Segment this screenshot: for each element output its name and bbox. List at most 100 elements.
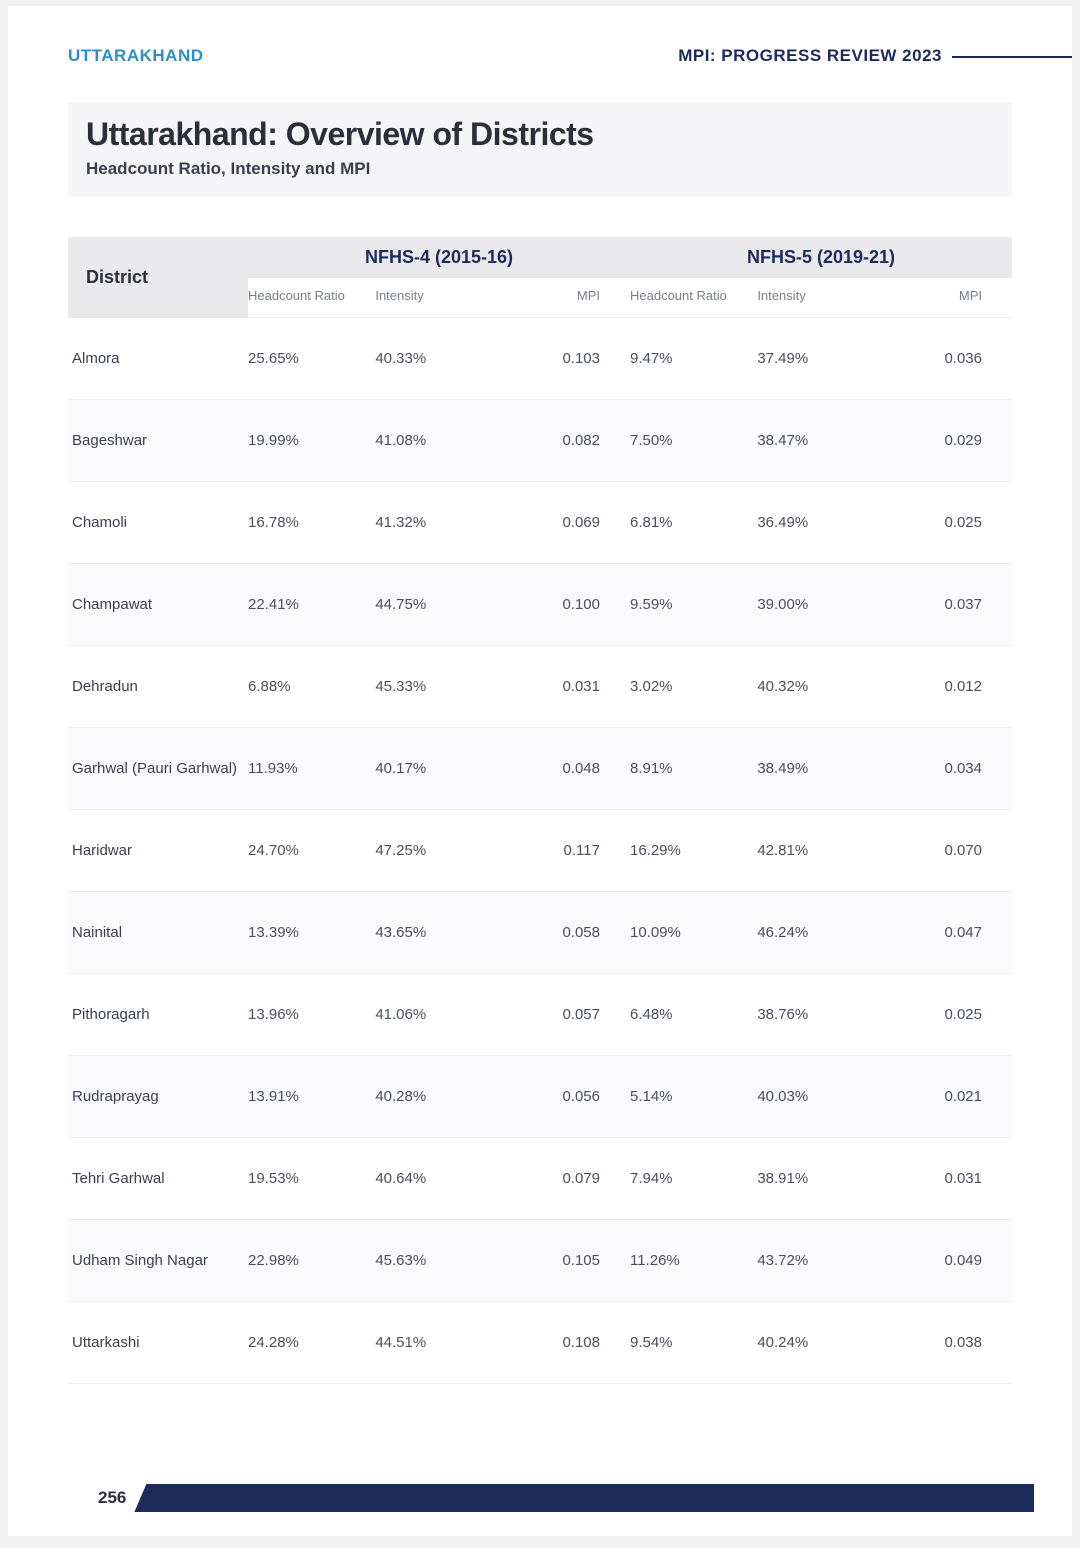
- table-row: Garhwal (Pauri Garhwal)11.93%40.17%0.048…: [68, 728, 1012, 810]
- cell-value: 42.81%: [757, 810, 884, 892]
- district-name: Pithoragarh: [68, 974, 248, 1056]
- district-name: Tehri Garhwal: [68, 1138, 248, 1220]
- cell-value: 13.91%: [248, 1056, 375, 1138]
- cell-value: 0.057: [503, 974, 630, 1056]
- cell-value: 24.28%: [248, 1302, 375, 1384]
- cell-value: 13.39%: [248, 892, 375, 974]
- cell-value: 43.72%: [757, 1220, 884, 1302]
- cell-value: 22.98%: [248, 1220, 375, 1302]
- cell-value: 25.65%: [248, 318, 375, 400]
- cell-value: 11.93%: [248, 728, 375, 810]
- cell-value: 6.88%: [248, 646, 375, 728]
- cell-value: 0.108: [503, 1302, 630, 1384]
- district-name: Dehradun: [68, 646, 248, 728]
- district-column-header: District: [68, 237, 248, 318]
- col-header-hr4: Headcount Ratio: [248, 278, 375, 318]
- table-row: Pithoragarh13.96%41.06%0.0576.48%38.76%0…: [68, 974, 1012, 1056]
- col-header-mpi5: MPI: [885, 278, 1012, 318]
- cell-value: 8.91%: [630, 728, 757, 810]
- cell-value: 16.29%: [630, 810, 757, 892]
- cell-value: 0.036: [885, 318, 1012, 400]
- cell-value: 44.75%: [375, 564, 502, 646]
- cell-value: 3.02%: [630, 646, 757, 728]
- cell-value: 9.54%: [630, 1302, 757, 1384]
- cell-value: 11.26%: [630, 1220, 757, 1302]
- page-number: 256: [98, 1488, 126, 1508]
- cell-value: 40.24%: [757, 1302, 884, 1384]
- cell-value: 38.76%: [757, 974, 884, 1056]
- cell-value: 0.117: [503, 810, 630, 892]
- table-row: Bageshwar19.99%41.08%0.0827.50%38.47%0.0…: [68, 400, 1012, 482]
- cell-value: 24.70%: [248, 810, 375, 892]
- table-group-header: District NFHS-4 (2015-16) NFHS-5 (2019-2…: [68, 237, 1012, 278]
- page: UTTARAKHAND MPI: PROGRESS REVIEW 2023 Ut…: [8, 6, 1072, 1536]
- col-header-hr5: Headcount Ratio: [630, 278, 757, 318]
- cell-value: 6.81%: [630, 482, 757, 564]
- cell-value: 0.031: [885, 1138, 1012, 1220]
- district-name: Rudraprayag: [68, 1056, 248, 1138]
- cell-value: 0.048: [503, 728, 630, 810]
- cell-value: 37.49%: [757, 318, 884, 400]
- district-name: Bageshwar: [68, 400, 248, 482]
- cell-value: 41.06%: [375, 974, 502, 1056]
- district-name: Almora: [68, 318, 248, 400]
- cell-value: 10.09%: [630, 892, 757, 974]
- district-name: Uttarkashi: [68, 1302, 248, 1384]
- cell-value: 9.59%: [630, 564, 757, 646]
- table-row: Champawat22.41%44.75%0.1009.59%39.00%0.0…: [68, 564, 1012, 646]
- page-title: Uttarakhand: Overview of Districts: [86, 116, 994, 153]
- table-row: Rudraprayag13.91%40.28%0.0565.14%40.03%0…: [68, 1056, 1012, 1138]
- cell-value: 7.94%: [630, 1138, 757, 1220]
- cell-value: 0.025: [885, 482, 1012, 564]
- cell-value: 40.32%: [757, 646, 884, 728]
- cell-value: 40.03%: [757, 1056, 884, 1138]
- cell-value: 39.00%: [757, 564, 884, 646]
- cell-value: 38.91%: [757, 1138, 884, 1220]
- footer-decoration: [136, 1484, 1034, 1512]
- cell-value: 38.47%: [757, 400, 884, 482]
- cell-value: 0.029: [885, 400, 1012, 482]
- cell-value: 46.24%: [757, 892, 884, 974]
- cell-value: 0.049: [885, 1220, 1012, 1302]
- cell-value: 44.51%: [375, 1302, 502, 1384]
- district-name: Haridwar: [68, 810, 248, 892]
- cell-value: 0.100: [503, 564, 630, 646]
- cell-value: 0.012: [885, 646, 1012, 728]
- district-name: Nainital: [68, 892, 248, 974]
- table-row: Dehradun6.88%45.33%0.0313.02%40.32%0.012: [68, 646, 1012, 728]
- nfhs5-group-header: NFHS-5 (2019-21): [630, 237, 1012, 278]
- cell-value: 9.47%: [630, 318, 757, 400]
- cell-value: 0.037: [885, 564, 1012, 646]
- table-row: Haridwar24.70%47.25%0.11716.29%42.81%0.0…: [68, 810, 1012, 892]
- cell-value: 19.53%: [248, 1138, 375, 1220]
- cell-value: 5.14%: [630, 1056, 757, 1138]
- cell-value: 40.17%: [375, 728, 502, 810]
- cell-value: 13.96%: [248, 974, 375, 1056]
- districts-table: District NFHS-4 (2015-16) NFHS-5 (2019-2…: [68, 237, 1012, 1384]
- cell-value: 38.49%: [757, 728, 884, 810]
- cell-value: 0.058: [503, 892, 630, 974]
- cell-value: 0.070: [885, 810, 1012, 892]
- report-label: MPI: PROGRESS REVIEW 2023: [678, 46, 1012, 66]
- cell-value: 0.069: [503, 482, 630, 564]
- district-name: Chamoli: [68, 482, 248, 564]
- cell-value: 19.99%: [248, 400, 375, 482]
- cell-value: 36.49%: [757, 482, 884, 564]
- cell-value: 0.031: [503, 646, 630, 728]
- header-bar: UTTARAKHAND MPI: PROGRESS REVIEW 2023: [68, 46, 1012, 66]
- table-row: Almora25.65%40.33%0.1039.47%37.49%0.036: [68, 318, 1012, 400]
- cell-value: 0.103: [503, 318, 630, 400]
- cell-value: 16.78%: [248, 482, 375, 564]
- title-block: Uttarakhand: Overview of Districts Headc…: [68, 102, 1012, 197]
- cell-value: 22.41%: [248, 564, 375, 646]
- cell-value: 43.65%: [375, 892, 502, 974]
- col-header-mpi4: MPI: [503, 278, 630, 318]
- cell-value: 40.64%: [375, 1138, 502, 1220]
- cell-value: 0.056: [503, 1056, 630, 1138]
- cell-value: 6.48%: [630, 974, 757, 1056]
- table-row: Uttarkashi24.28%44.51%0.1089.54%40.24%0.…: [68, 1302, 1012, 1384]
- cell-value: 0.021: [885, 1056, 1012, 1138]
- cell-value: 0.038: [885, 1302, 1012, 1384]
- page-subtitle: Headcount Ratio, Intensity and MPI: [86, 159, 994, 179]
- cell-value: 47.25%: [375, 810, 502, 892]
